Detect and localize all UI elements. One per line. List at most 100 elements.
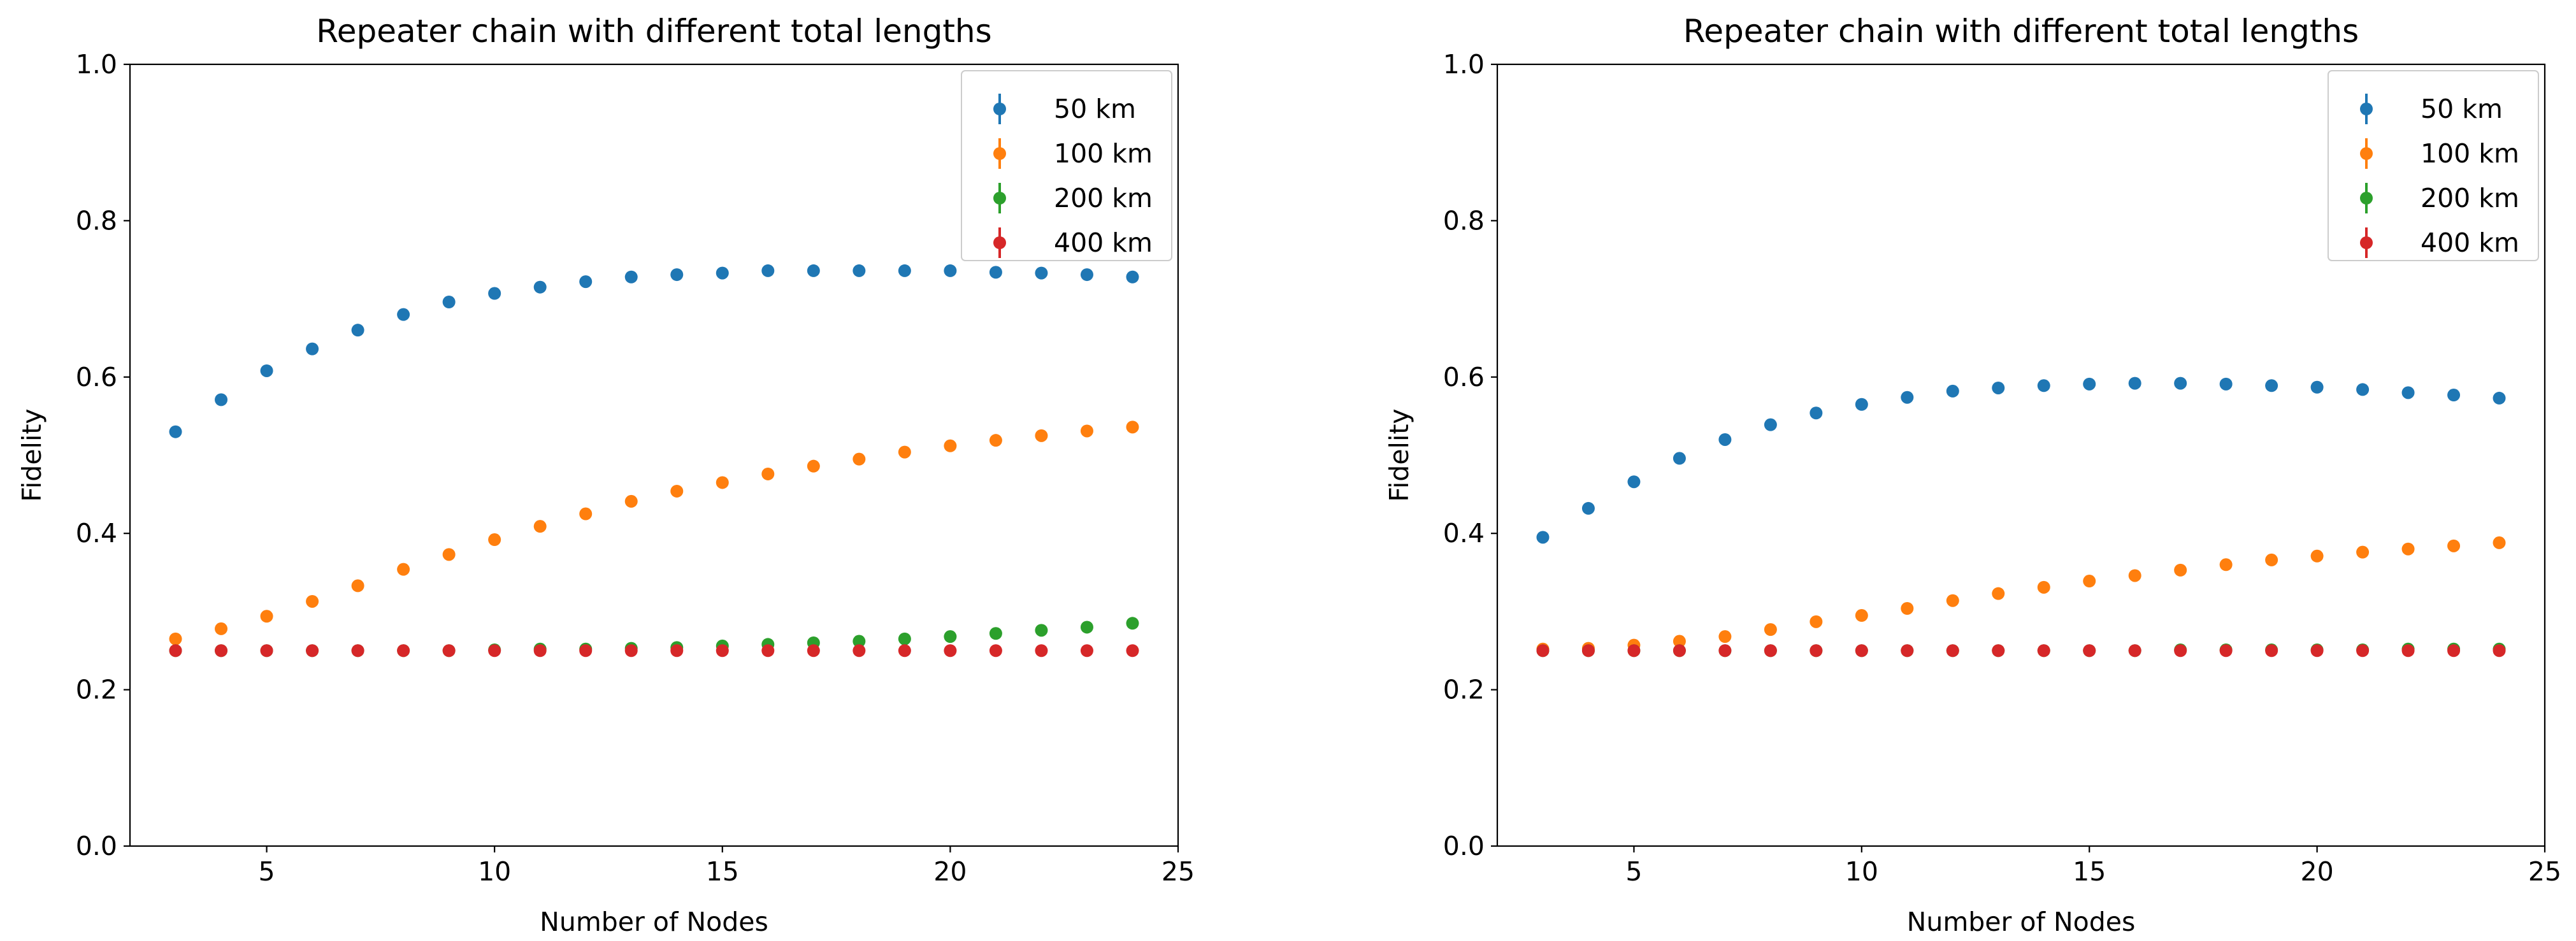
y-axis-label: Fidelity bbox=[1384, 408, 1414, 501]
data-point bbox=[853, 452, 866, 466]
data-point bbox=[670, 484, 684, 498]
chart-right: 0.0 0.2 0.4 0.6 0.8 1.0 5 10 15 20 25 Repeater chai… bbox=[1384, 13, 2561, 937]
data-point bbox=[306, 342, 319, 356]
data-point bbox=[2310, 380, 2324, 394]
legend-marker bbox=[993, 236, 1006, 249]
data-point bbox=[1126, 420, 1139, 434]
data-point bbox=[1035, 624, 1048, 637]
legend-marker bbox=[2360, 192, 2373, 205]
data-point bbox=[2493, 391, 2506, 405]
legend-marker bbox=[993, 103, 1006, 115]
data-point bbox=[2037, 644, 2050, 657]
data-point bbox=[898, 264, 911, 277]
data-point bbox=[1901, 391, 1914, 404]
data-point bbox=[807, 264, 820, 277]
data-point bbox=[716, 644, 729, 657]
data-point bbox=[260, 364, 273, 377]
legend-label: 200 km bbox=[2421, 183, 2519, 213]
data-point bbox=[1126, 270, 1139, 284]
data-point bbox=[488, 533, 501, 547]
data-point bbox=[2265, 379, 2278, 392]
data-point bbox=[807, 644, 820, 657]
data-point bbox=[1080, 268, 1093, 282]
x-tick-label: 25 bbox=[2528, 856, 2561, 887]
data-point bbox=[1035, 644, 1048, 657]
series-100-km bbox=[169, 420, 1139, 645]
data-point bbox=[533, 520, 547, 533]
data-point bbox=[2174, 563, 2187, 577]
data-point bbox=[215, 393, 228, 406]
y-axis-label: Fidelity bbox=[17, 408, 47, 501]
data-point bbox=[2128, 644, 2141, 657]
data-point bbox=[397, 644, 410, 657]
data-point bbox=[351, 644, 364, 657]
x-tick-label: 10 bbox=[1845, 856, 1878, 887]
data-point bbox=[442, 296, 456, 309]
data-point bbox=[215, 644, 228, 657]
data-point bbox=[2265, 553, 2278, 566]
data-point bbox=[351, 579, 364, 593]
chart-title: Repeater chain with different total leng… bbox=[316, 13, 991, 50]
x-axis-label: Number of Nodes bbox=[1907, 907, 2136, 937]
legend-marker bbox=[2360, 236, 2373, 249]
data-point bbox=[2083, 644, 2096, 657]
data-point bbox=[488, 644, 501, 657]
x-tick-label: 15 bbox=[2073, 856, 2106, 887]
data-point bbox=[624, 494, 638, 508]
data-point bbox=[807, 459, 820, 473]
data-point bbox=[488, 287, 501, 300]
data-point bbox=[1673, 452, 1686, 465]
data-point bbox=[2493, 536, 2506, 549]
data-point bbox=[624, 644, 638, 657]
data-point bbox=[2037, 379, 2050, 392]
series-400-km bbox=[169, 644, 1139, 657]
data-point bbox=[169, 632, 182, 645]
data-point bbox=[989, 266, 1002, 279]
data-point bbox=[1855, 398, 1868, 411]
x-tick-label: 15 bbox=[706, 856, 739, 887]
data-point bbox=[2310, 644, 2324, 657]
data-point bbox=[716, 266, 729, 280]
data-point bbox=[1536, 531, 1550, 544]
series-50-km bbox=[169, 264, 1139, 438]
legend-marker bbox=[2360, 147, 2373, 160]
data-point bbox=[853, 264, 866, 277]
data-point bbox=[1035, 266, 1048, 280]
data-point bbox=[1810, 615, 1823, 628]
data-point bbox=[2219, 377, 2233, 391]
data-point bbox=[1581, 501, 1595, 515]
data-point bbox=[2219, 644, 2233, 657]
data-point bbox=[1080, 644, 1093, 657]
data-point bbox=[2447, 644, 2461, 657]
data-point bbox=[1581, 644, 1595, 657]
y-tick-label: 0.4 bbox=[76, 518, 117, 549]
legend-label: 50 km bbox=[1054, 94, 1136, 124]
data-point bbox=[351, 324, 364, 337]
x-tick-label: 20 bbox=[933, 856, 967, 887]
data-point bbox=[2219, 558, 2233, 571]
y-tick-label: 0.2 bbox=[76, 675, 117, 705]
data-point bbox=[1764, 418, 1777, 431]
data-point bbox=[898, 632, 911, 645]
series-50-km bbox=[1536, 377, 2506, 544]
legend: 50 km 100 km 200 km 400 km bbox=[2328, 70, 2539, 261]
data-point bbox=[853, 635, 866, 648]
data-point bbox=[169, 425, 182, 438]
data-point bbox=[215, 622, 228, 635]
data-point bbox=[1855, 644, 1868, 657]
data-point bbox=[1992, 644, 2005, 657]
data-point bbox=[2356, 383, 2370, 396]
data-point bbox=[716, 476, 729, 489]
data-point bbox=[579, 507, 593, 521]
legend-label: 50 km bbox=[2421, 94, 2503, 124]
y-tick-label: 0.0 bbox=[76, 831, 117, 861]
data-point bbox=[306, 644, 319, 657]
data-point bbox=[1080, 424, 1093, 438]
data-point bbox=[579, 275, 593, 289]
data-point bbox=[169, 644, 182, 657]
data-point bbox=[2401, 644, 2415, 657]
data-point bbox=[1810, 644, 1823, 657]
x-tick-label: 5 bbox=[1625, 856, 1642, 887]
data-point bbox=[1764, 644, 1777, 657]
